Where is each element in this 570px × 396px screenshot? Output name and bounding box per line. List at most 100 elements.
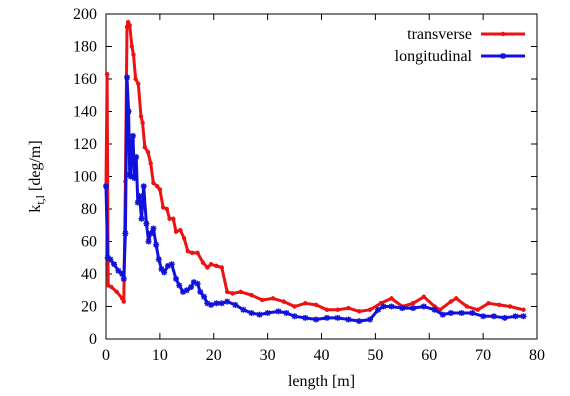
data-point-transverse <box>475 307 480 312</box>
data-point-transverse <box>521 307 526 312</box>
data-point-longitudinal <box>480 313 487 320</box>
data-point-transverse <box>367 307 373 312</box>
data-point-transverse <box>127 23 132 28</box>
data-point-transverse <box>138 114 144 119</box>
data-point-longitudinal <box>366 316 373 323</box>
data-point-transverse <box>173 229 179 234</box>
data-point-longitudinal <box>275 308 282 315</box>
data-point-transverse <box>238 289 243 295</box>
data-point-transverse <box>335 307 340 312</box>
data-point-longitudinal <box>447 310 454 316</box>
y-axis-label-subscript: t,l <box>33 194 47 204</box>
data-point-longitudinal <box>194 280 201 287</box>
data-point-transverse <box>270 296 276 301</box>
data-point-transverse <box>151 180 156 186</box>
x-tick-label: 0 <box>102 347 110 364</box>
data-point-longitudinal <box>173 275 180 282</box>
data-point-longitudinal <box>501 314 508 321</box>
x-tick-label: 80 <box>529 347 545 364</box>
y-tick-label: 140 <box>73 104 97 121</box>
data-point-longitudinal <box>168 261 175 268</box>
data-point-transverse <box>129 44 135 49</box>
data-point-longitudinal <box>240 306 247 313</box>
data-point-longitudinal <box>107 256 114 263</box>
data-point-transverse <box>225 289 230 295</box>
data-point-longitudinal <box>138 215 145 222</box>
x-tick-label: 40 <box>314 347 330 364</box>
series-longitudinal <box>103 74 527 325</box>
data-point-transverse <box>133 76 138 82</box>
data-point-longitudinal <box>190 279 197 286</box>
data-point-longitudinal <box>213 300 220 307</box>
data-point-transverse <box>171 216 176 221</box>
data-point-transverse <box>281 299 286 304</box>
data-point-longitudinal <box>103 183 109 190</box>
data-point-longitudinal <box>388 303 395 310</box>
data-point-longitudinal <box>158 266 165 273</box>
data-point-transverse <box>432 304 437 309</box>
data-point-longitudinal <box>439 311 446 318</box>
data-point-longitudinal <box>399 305 406 312</box>
y-tick-label: 0 <box>89 331 97 348</box>
data-point-transverse <box>230 291 235 296</box>
data-point-transverse <box>324 307 330 312</box>
data-point-longitudinal <box>147 230 154 237</box>
data-point-transverse <box>131 52 136 57</box>
data-point-transverse <box>181 236 187 241</box>
data-point-longitudinal <box>232 301 239 308</box>
y-tick-label: 120 <box>73 136 97 153</box>
data-point-transverse <box>195 250 200 256</box>
legend: transverse longitudinal <box>395 26 525 65</box>
data-point-transverse <box>142 145 147 150</box>
y-tick-label: 100 <box>73 169 97 186</box>
data-point-longitudinal <box>431 306 438 313</box>
data-point-longitudinal <box>104 254 111 261</box>
data-point-transverse <box>125 19 131 25</box>
data-point-longitudinal <box>520 313 527 320</box>
data-point-transverse <box>104 71 110 77</box>
data-point-longitudinal <box>125 108 132 115</box>
data-point-transverse <box>164 206 170 212</box>
y-tick-label: 180 <box>73 39 97 56</box>
legend-marker-transverse <box>500 31 506 37</box>
data-point-longitudinal <box>256 311 263 318</box>
data-point-longitudinal <box>136 193 143 199</box>
data-point-transverse <box>219 265 225 270</box>
data-point-longitudinal <box>176 282 183 289</box>
data-point-transverse <box>303 301 308 306</box>
data-point-longitudinal <box>248 310 255 316</box>
data-point-longitudinal <box>264 310 271 316</box>
data-point-transverse <box>448 299 453 304</box>
data-point-longitudinal <box>302 314 309 321</box>
data-point-longitudinal <box>218 300 225 307</box>
data-point-longitudinal <box>153 241 160 248</box>
data-point-transverse <box>148 161 153 166</box>
data-point-transverse <box>190 250 195 256</box>
data-point-transverse <box>178 227 183 233</box>
data-point-longitudinal <box>208 301 215 308</box>
data-point-longitudinal <box>129 132 136 139</box>
data-point-transverse <box>205 265 210 270</box>
series-line-longitudinal <box>104 75 524 323</box>
data-point-transverse <box>136 81 141 87</box>
data-point-longitudinal <box>291 313 298 320</box>
series-layer <box>103 19 527 325</box>
data-point-longitudinal <box>111 261 118 268</box>
y-tick-label: 80 <box>81 201 97 218</box>
y-axis: 0 20 40 60 80 100 120 140 160 180 200 <box>73 6 537 348</box>
data-point-transverse <box>389 296 394 301</box>
legend-marker-longitudinal <box>500 53 506 59</box>
data-point-transverse <box>486 301 491 306</box>
data-point-longitudinal <box>164 262 171 269</box>
data-point-transverse <box>313 302 319 308</box>
data-point-longitudinal <box>133 154 140 160</box>
data-point-longitudinal <box>161 269 168 276</box>
data-point-longitudinal <box>512 313 519 320</box>
data-point-longitudinal <box>150 225 157 232</box>
data-point-longitudinal <box>345 316 352 323</box>
x-tick-label: 70 <box>475 347 491 364</box>
data-point-longitudinal <box>313 316 320 323</box>
data-point-transverse <box>249 292 254 298</box>
data-point-longitudinal <box>140 183 147 190</box>
